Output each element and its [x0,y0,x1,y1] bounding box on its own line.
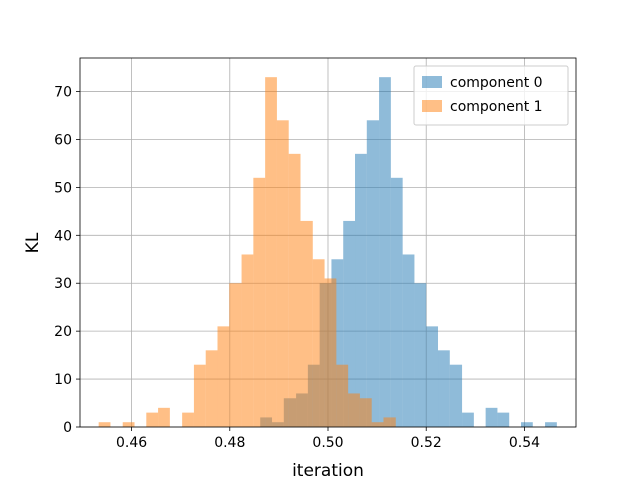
histogram-bar [217,326,230,427]
histogram-bar [146,412,159,427]
histogram-bar [485,407,498,427]
y-tick-label: 40 [54,228,72,244]
histogram-bar [343,220,356,427]
histogram-bar [241,254,254,427]
histogram-bar [359,398,372,427]
histogram-bar [379,77,391,428]
y-tick-label: 60 [54,132,72,148]
y-tick-label: 30 [54,276,72,292]
histogram-bar [426,326,439,427]
histogram-bar [331,259,344,427]
histogram-bar [402,254,415,427]
y-tick-label: 10 [54,372,72,388]
y-tick-label: 50 [54,180,72,196]
histogram-bar [276,120,289,427]
bars [98,77,557,428]
histogram-bar [462,412,474,427]
histogram-bar [205,350,218,427]
histogram-bar [545,422,557,427]
x-tick-label: 0.48 [214,435,245,451]
histogram-bar [300,220,313,427]
legend-label: component 0 [450,75,543,91]
histogram-bar [182,412,194,427]
histogram-bar [355,153,367,427]
x-tick-label: 0.50 [312,435,343,451]
y-tick-label: 20 [54,324,72,340]
histogram-bar [98,422,111,427]
ticks: 0.46 0.48 0.50 0.52 0.54 0 10 20 30 40 50 60 70 [54,85,540,451]
histogram-bar [229,283,242,427]
histogram-bar [383,417,396,427]
x-tick-label: 0.46 [116,435,147,451]
x-axis-title: iteration [292,461,364,480]
histogram-bar [336,364,349,427]
histogram-bar [390,177,403,427]
histogram-bar [366,120,380,427]
legend: component 0 component 1 [413,65,569,126]
legend-swatch [422,100,442,112]
histogram-bar [158,407,170,427]
legend-swatch [422,76,442,88]
histogram-bar [312,259,325,427]
legend-box [413,65,569,126]
histogram-bar [265,77,277,428]
y-axis-title: KL [23,232,43,253]
y-tick-label: 70 [54,85,72,101]
histogram-bar [520,422,533,427]
histogram-bar [288,153,301,427]
legend-label: component 1 [450,99,543,115]
histogram-bar [348,393,360,427]
histogram-bar [449,364,463,427]
histogram-bar [193,364,206,427]
histogram-bar [324,278,337,427]
y-tick-label: 0 [63,420,72,436]
histogram-bar [438,350,450,427]
x-tick-label: 0.52 [411,435,442,451]
histogram-bar [371,422,384,427]
histogram-bar [122,422,135,427]
histogram-bar [414,283,427,427]
histogram-bar [253,177,266,427]
histogram-bar [497,412,510,427]
x-tick-label: 0.54 [509,435,540,451]
